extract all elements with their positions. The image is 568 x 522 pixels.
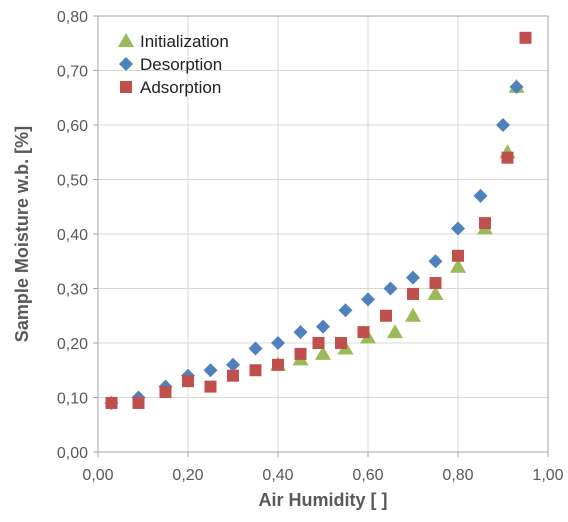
- x-tick-label: 0,40: [262, 467, 293, 484]
- adsorption-point: [380, 309, 392, 322]
- desorption-point: [316, 319, 330, 334]
- legend-item-adsorption: Adsorption: [120, 78, 221, 97]
- desorption-point: [451, 221, 465, 236]
- adsorption-point: [159, 386, 172, 399]
- initialization-point: [315, 345, 331, 360]
- y-tick-label: 0,10: [57, 391, 88, 408]
- adsorption-point: [501, 151, 514, 164]
- desorption-point: [203, 363, 218, 378]
- desorption-point: [293, 325, 308, 340]
- desorption-point: [271, 336, 285, 350]
- y-tick-label: 0,60: [57, 118, 88, 135]
- desorption-point: [428, 254, 443, 269]
- adsorption-point: [479, 217, 491, 230]
- desorption-series: [104, 79, 524, 410]
- y-axis-title: Sample Moisture w.b. [%]: [12, 126, 32, 342]
- legend-marker-initialization: [118, 33, 134, 47]
- desorption-point: [406, 270, 420, 285]
- legend: Initialization Desorption Adsorption: [118, 32, 229, 97]
- x-axis-title: Air Humidity [ ]: [259, 490, 388, 510]
- x-tick-label: 0,80: [442, 467, 473, 484]
- adsorption-point: [312, 337, 325, 349]
- adsorption-point: [204, 380, 217, 393]
- y-tick-label: 0,20: [57, 336, 88, 353]
- data-series: [104, 31, 532, 410]
- y-tick-label: 0,80: [57, 9, 88, 26]
- desorption-point: [496, 118, 510, 132]
- adsorption-point: [335, 337, 347, 349]
- adsorption-point: [182, 375, 194, 388]
- adsorption-point: [429, 277, 442, 290]
- adsorption-point: [294, 347, 307, 360]
- desorption-point: [509, 79, 524, 94]
- legend-marker-adsorption: [120, 81, 132, 93]
- desorption-point: [383, 281, 398, 296]
- y-tick-label: 0,70: [57, 64, 88, 81]
- y-tick-label: 0,30: [57, 282, 88, 299]
- adsorption-point: [407, 287, 419, 300]
- adsorption-point: [272, 358, 284, 371]
- adsorption-point: [519, 31, 532, 44]
- initialization-point: [450, 258, 466, 273]
- axis-ticks: 0,00 0,20 0,40 0,60 0,80 1,00 0,00 0,10 0,20 0,30…: [57, 9, 564, 484]
- x-tick-label: 0,60: [352, 467, 383, 484]
- desorption-point: [248, 341, 263, 356]
- initialization-point: [387, 324, 403, 339]
- y-tick-label: 0,00: [57, 445, 88, 462]
- legend-label-desorption: Desorption: [140, 55, 222, 74]
- desorption-point: [473, 188, 488, 203]
- x-tick-label: 0,20: [172, 467, 203, 484]
- y-tick-label: 0,40: [57, 227, 88, 244]
- legend-item-initialization: Initialization: [118, 32, 229, 51]
- initialization-point: [427, 285, 444, 300]
- x-tick-label: 1,00: [532, 467, 563, 484]
- y-tick-label: 0,50: [57, 173, 88, 190]
- legend-marker-desorption: [119, 57, 133, 71]
- legend-label-adsorption: Adsorption: [140, 78, 221, 97]
- desorption-point: [338, 303, 353, 318]
- legend-item-desorption: Desorption: [119, 55, 222, 74]
- initialization-point: [405, 307, 421, 322]
- adsorption-point: [105, 396, 118, 409]
- adsorption-point: [452, 249, 464, 262]
- adsorption-series: [105, 31, 532, 409]
- adsorption-point: [357, 326, 370, 339]
- desorption-point: [361, 292, 375, 307]
- adsorption-point: [249, 364, 262, 377]
- desorption-point: [226, 357, 240, 372]
- adsorption-point: [132, 396, 145, 409]
- x-tick-label: 0,00: [82, 467, 113, 484]
- legend-label-initialization: Initialization: [140, 32, 229, 51]
- adsorption-point: [227, 369, 239, 382]
